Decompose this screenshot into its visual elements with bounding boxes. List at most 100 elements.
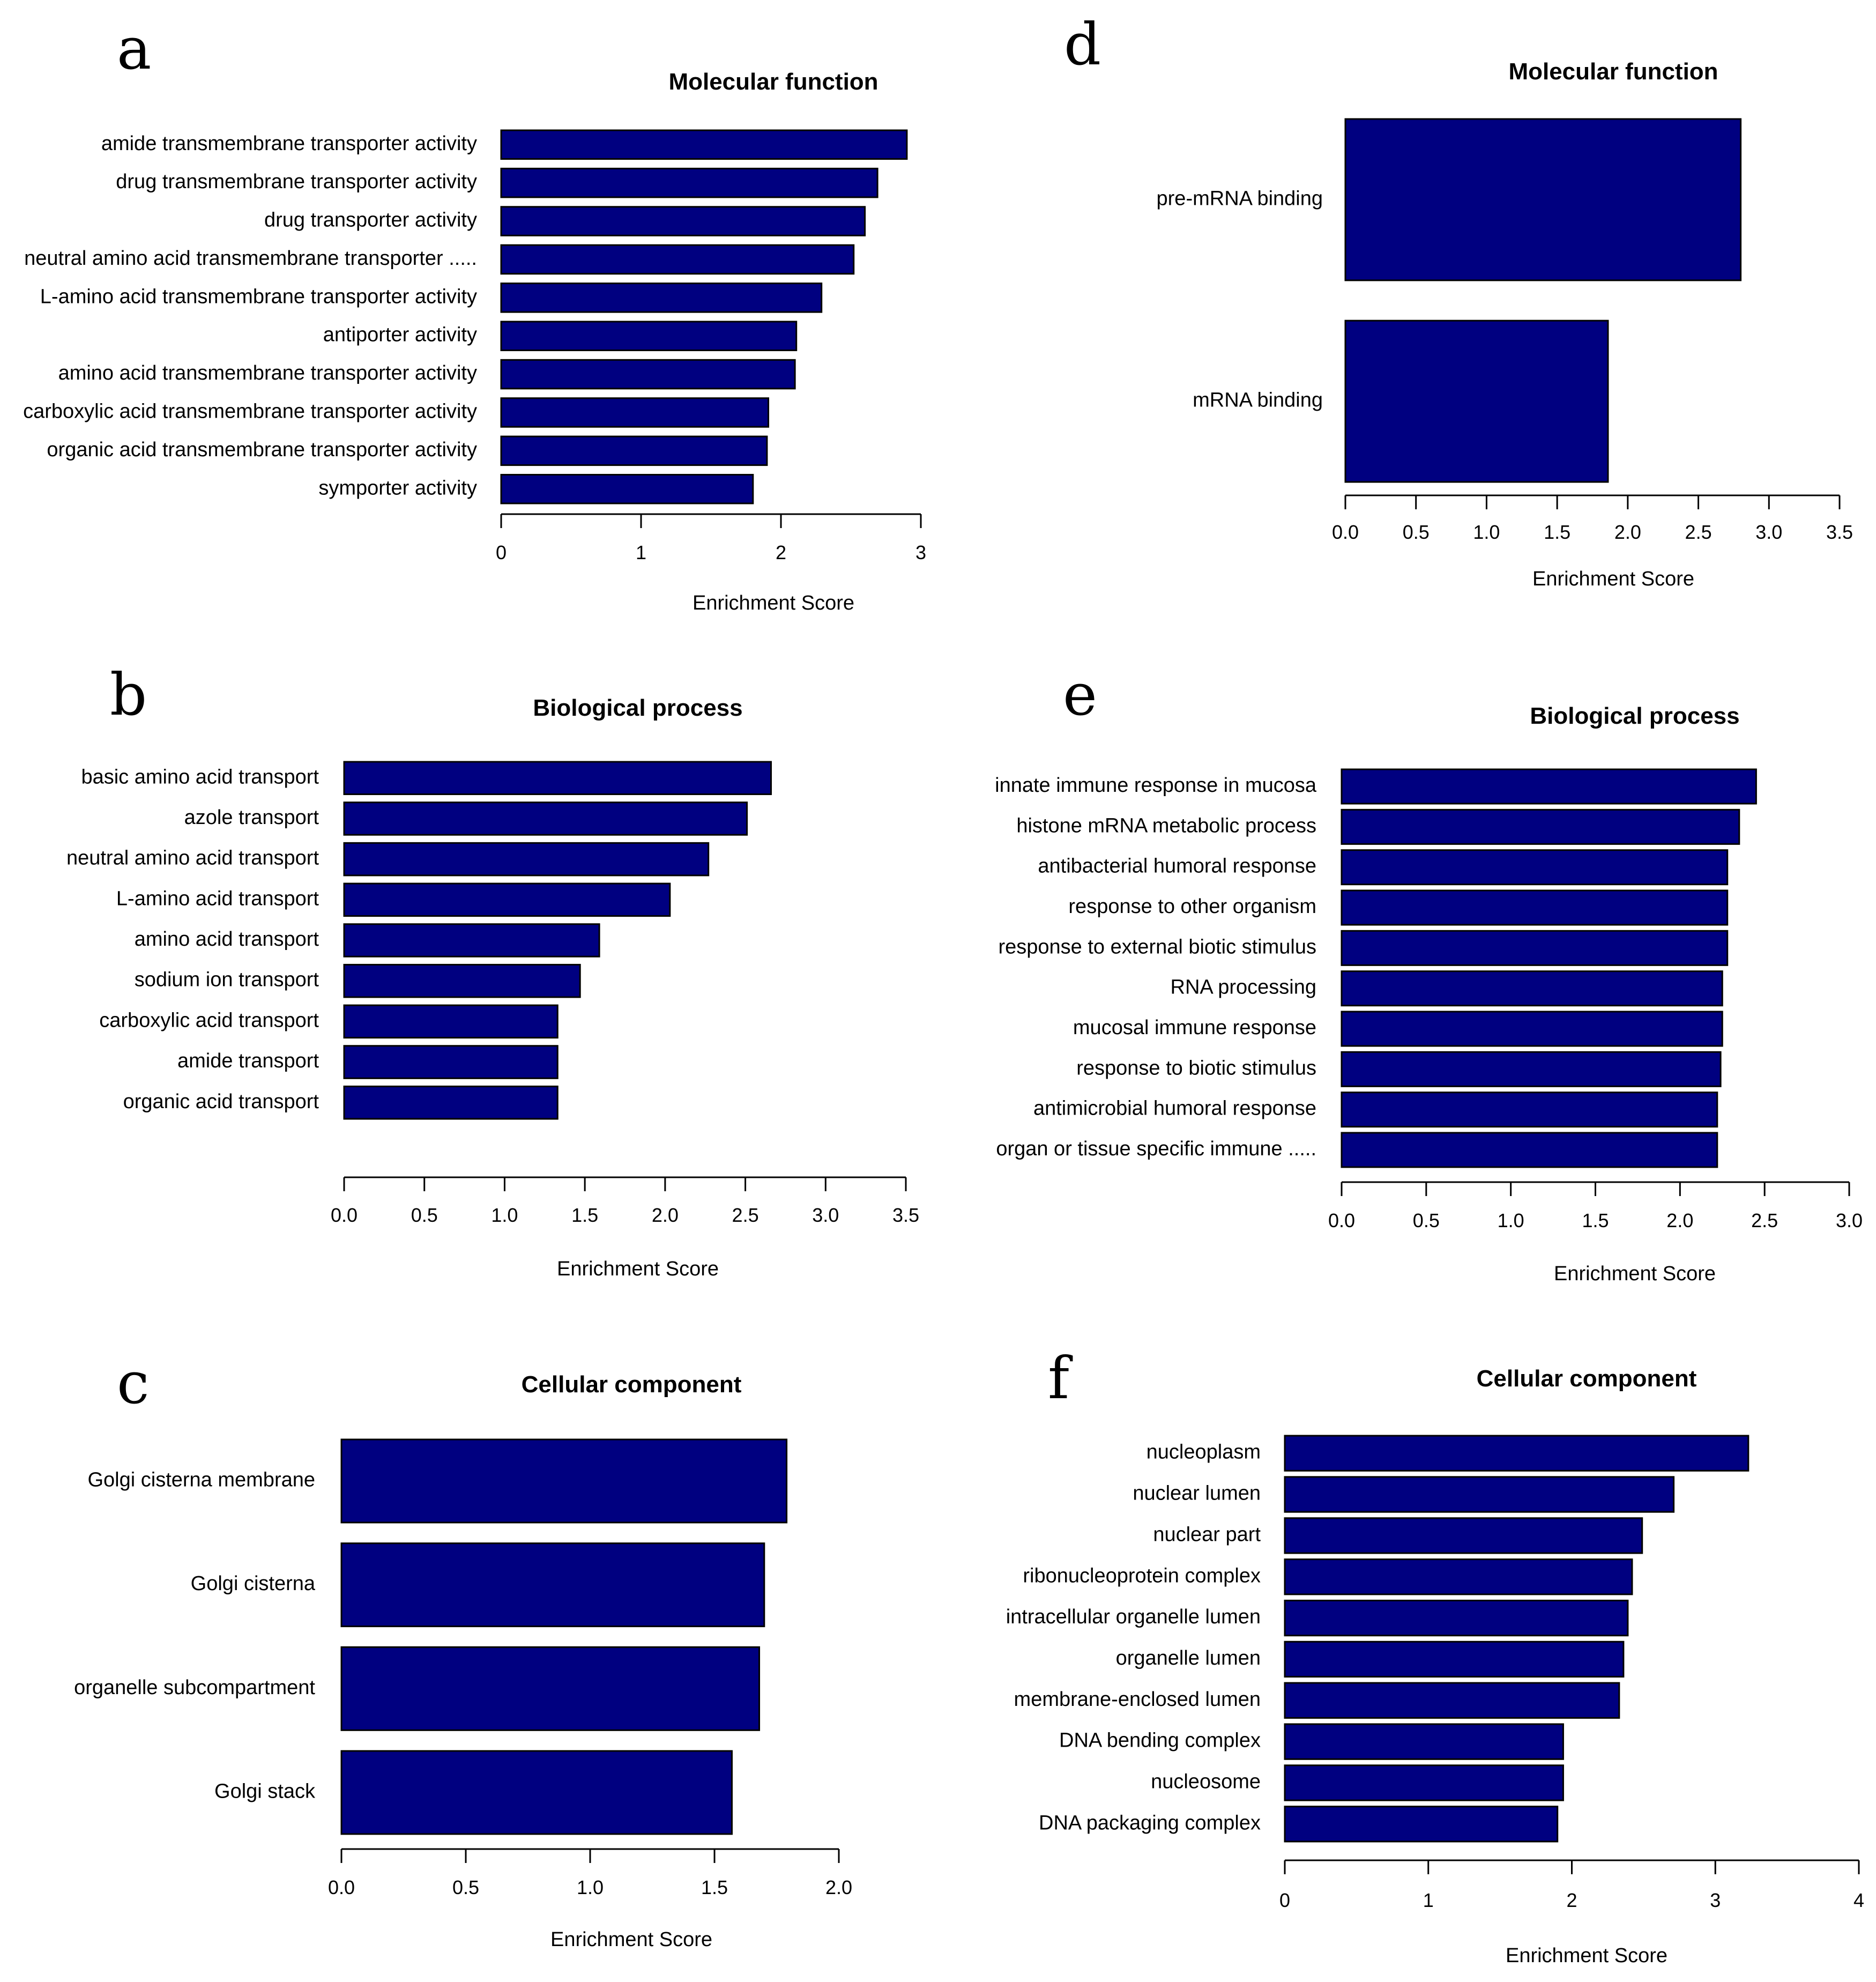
category-label: RNA processing (1171, 976, 1316, 999)
category-labels: basic amino acid transport azole transpor… (66, 766, 319, 1112)
x-tick-label: 0.5 (452, 1876, 479, 1898)
category-label: organic acid transmembrane transporter a… (47, 439, 477, 461)
bar (500, 435, 768, 466)
category-label: response to external biotic stimulus (998, 936, 1316, 958)
bar (1341, 970, 1723, 1007)
category-label: symporter activity (318, 477, 477, 499)
chart-title: Biological process (1530, 703, 1739, 729)
bar (343, 1004, 559, 1039)
x-tick-label: 3.0 (1836, 1209, 1863, 1231)
panel-letter: f (1048, 1345, 1073, 1412)
bar (1341, 1051, 1722, 1087)
category-labels: nucleoplasm nuclear lumen nuclear part ribo… (1006, 1441, 1261, 1835)
bar (1341, 1011, 1723, 1047)
bar (340, 1750, 733, 1835)
bar (1341, 768, 1757, 805)
category-label: basic amino acid transport (81, 766, 319, 788)
category-label: organ or tissue specific immune ..... (996, 1138, 1316, 1160)
x-tick-label: 1.0 (1498, 1209, 1524, 1231)
x-tick-label: 0.5 (1413, 1209, 1440, 1231)
panel-letter: c (117, 1350, 150, 1417)
bar-group (343, 761, 772, 1120)
category-label: neutral amino acid transmembrane transpo… (24, 247, 477, 270)
x-tick-label: 2.5 (1685, 521, 1712, 543)
bar (1341, 849, 1729, 886)
bar (343, 882, 671, 917)
panel-b: b Biological process basic amino acid tr… (66, 662, 919, 1280)
panel-c: c Cellular component Golgi cisterna memb… (74, 1350, 852, 1951)
category-label: histone mRNA metabolic process (1016, 814, 1316, 837)
x-tick-label: 3.5 (1826, 521, 1853, 543)
panel-f: f Cellular component nucleoplasm nuclear … (1006, 1345, 1864, 1967)
category-label: nucleosome (1151, 1771, 1261, 1793)
x-tick-label: 1.5 (1582, 1209, 1609, 1231)
x-tick-label: 0.5 (411, 1204, 438, 1226)
category-label: antibacterial humoral response (1038, 855, 1316, 878)
bar (500, 167, 879, 198)
bar-group (340, 1438, 788, 1835)
x-axis-label: Enrichment Score (1554, 1263, 1716, 1285)
panel-e: e Biological process innate immune respo… (995, 662, 1863, 1285)
bar (1344, 320, 1609, 483)
category-label: response to biotic stimulus (1076, 1057, 1316, 1079)
x-tick-label: 0 (496, 541, 507, 563)
x-axis: 0 1 2 3 4 (1279, 1859, 1864, 1911)
bar (1284, 1558, 1633, 1595)
bar (1284, 1764, 1564, 1801)
x-tick-label: 0 (1279, 1889, 1290, 1911)
bar-group (1341, 768, 1757, 1168)
x-axis-label: Enrichment Score (1532, 568, 1694, 590)
x-tick-label: 2.5 (732, 1204, 759, 1226)
bar (1341, 930, 1729, 966)
category-label: membrane-enclosed lumen (1014, 1688, 1261, 1711)
bar (500, 206, 866, 236)
x-tick-label: 1.0 (1473, 521, 1500, 543)
bar (1341, 1132, 1718, 1168)
x-axis-label: Enrichment Score (550, 1928, 712, 1951)
panel-letter: e (1063, 662, 1097, 729)
x-tick-label: 3.5 (892, 1204, 919, 1226)
bar (343, 923, 600, 957)
x-tick-label: 0.0 (1332, 521, 1359, 543)
bar (1344, 118, 1742, 281)
category-label: mucosal immune response (1073, 1016, 1316, 1039)
x-tick-label: 1 (636, 541, 646, 563)
category-label: drug transmembrane transporter activity (116, 170, 477, 193)
x-tick-label: 2.5 (1751, 1209, 1778, 1231)
chart-title: Molecular function (668, 69, 878, 95)
x-tick-label: 2.0 (1614, 521, 1641, 543)
category-label: Golgi stack (214, 1780, 316, 1803)
panel-letter: d (1064, 11, 1101, 78)
category-label: Golgi cisterna membrane (87, 1469, 315, 1491)
bar (340, 1646, 761, 1731)
bar (1284, 1476, 1675, 1513)
bar (1284, 1723, 1564, 1760)
x-tick-label: 3.0 (812, 1204, 839, 1226)
category-label: response to other organism (1068, 895, 1316, 918)
x-tick-label: 1.0 (491, 1204, 518, 1226)
x-axis: 0.0 0.5 1.0 1.5 2.0 2.5 3.0 3.5 (331, 1176, 919, 1226)
category-label: nuclear lumen (1133, 1482, 1261, 1505)
bar (340, 1438, 788, 1524)
bar-group (1284, 1435, 1750, 1843)
x-tick-label: 1.5 (1544, 521, 1570, 543)
x-tick-label: 0.0 (328, 1876, 355, 1898)
category-labels: innate immune response in mucosa histone … (995, 774, 1317, 1160)
x-tick-label: 4 (1853, 1889, 1864, 1911)
bar (1341, 1092, 1718, 1128)
bar (1341, 889, 1729, 926)
x-axis: 0.0 0.5 1.0 1.5 2.0 (328, 1848, 852, 1898)
bar (500, 321, 798, 351)
x-tick-label: 1.5 (701, 1876, 728, 1898)
bar (1284, 1640, 1625, 1678)
bar-group (1344, 118, 1742, 483)
bar (500, 244, 855, 275)
x-tick-label: 2.0 (652, 1204, 679, 1226)
category-label: carboxylic acid transmembrane transporte… (23, 400, 477, 422)
x-tick-label: 2 (776, 541, 786, 563)
bar (343, 1045, 559, 1079)
bar (500, 397, 770, 428)
x-tick-label: 2 (1566, 1889, 1577, 1911)
category-labels: pre-mRNA binding mRNA binding (1157, 187, 1323, 411)
